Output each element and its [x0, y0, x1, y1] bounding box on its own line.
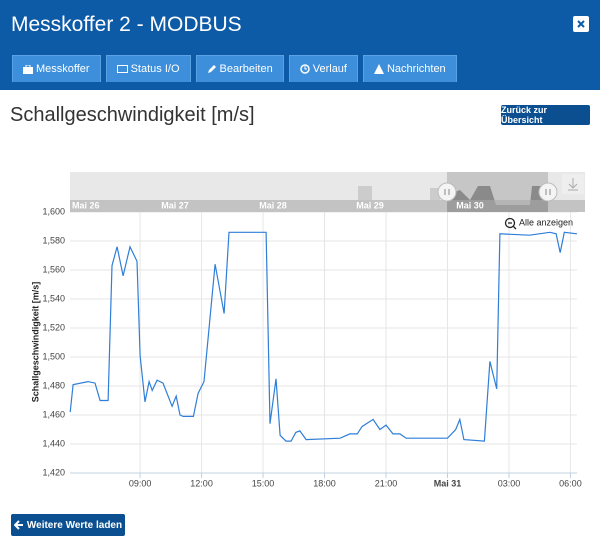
navigator-label: Mai 27 [161, 200, 189, 210]
x-tick-label: 06:00 [559, 478, 582, 488]
plot: 1,420 1,440 1,460 1,480 1,500 1,520 1,540 1,560… [42, 206, 581, 488]
data-line [69, 231, 578, 442]
page-heading: Schallgeschwindigkeit [m/s] [10, 104, 255, 126]
x-tick-label: 03:00 [498, 478, 521, 488]
x-tick-label: 15:00 [252, 478, 275, 488]
reset-zoom-label: Alle anzeigen [519, 217, 573, 227]
navigator-handle[interactable] [437, 182, 457, 202]
tab[interactable]: Messkoffer [12, 55, 101, 82]
y-tick-label: 1,600 [42, 206, 65, 216]
tab[interactable]: Nachrichten [362, 55, 457, 82]
navigator-label: Mai 29 [356, 200, 384, 210]
y-tick-label: 1,560 [42, 264, 65, 274]
navigator-handle[interactable] [538, 182, 558, 202]
tab-label: Messkoffer [36, 63, 90, 75]
x-tick-label: 09:00 [129, 478, 152, 488]
x-tick-label: 12:00 [190, 478, 213, 488]
x-tick-label: 18:00 [313, 478, 336, 488]
x-tick-label: Mai 31 [434, 478, 462, 488]
navigator-label: Mai 28 [259, 200, 287, 210]
y-tick-label: 1,540 [42, 293, 65, 303]
tab-label: Status I/O [130, 63, 180, 75]
navigator-series [358, 186, 440, 200]
window-title: Messkoffer 2 - MODBUS [11, 13, 242, 36]
y-tick-label: 1,440 [42, 438, 65, 448]
tab-label: Nachrichten [386, 63, 446, 75]
y-tick-label: 1,500 [42, 351, 65, 361]
y-tick-label: 1,580 [42, 235, 65, 245]
tab[interactable]: Bearbeiten [195, 55, 284, 82]
load-more-label: Weitere Werte laden [26, 519, 123, 531]
x-tick-label: 21:00 [375, 478, 398, 488]
close-button[interactable] [573, 16, 589, 32]
y-tick-label: 1,520 [42, 322, 65, 332]
header: Messkoffer 2 - MODBUS Messkoffer Status … [0, 0, 600, 90]
tab[interactable]: Verlauf [288, 55, 358, 82]
y-axis-title: Schallgeschwindigkeit [m/s] [30, 282, 40, 403]
chart: 1,420 1,440 1,460 1,480 1,500 1,520 1,540 1,560… [30, 172, 585, 488]
reset-zoom-button[interactable]: Alle anzeigen [504, 217, 574, 230]
navigator-axis [70, 200, 585, 212]
y-tick-label: 1,480 [42, 380, 65, 390]
back-button[interactable]: Zurück zur Übersicht [501, 105, 590, 125]
download-button[interactable] [562, 174, 584, 194]
handle-grip [444, 189, 551, 195]
tab[interactable]: Status I/O [105, 55, 191, 82]
tab-bar: Messkoffer Status I/O Bearbeiten Verlauf… [12, 55, 457, 82]
y-tick-label: 1,460 [42, 409, 65, 419]
navigator-label: Mai 30 [456, 200, 484, 210]
load-more-button[interactable]: Weitere Werte laden [11, 514, 125, 536]
tab-label: Verlauf [312, 63, 347, 75]
tab-label: Bearbeiten [219, 63, 273, 75]
y-tick-label: 1,420 [42, 467, 65, 477]
navigator-label: Mai 26 [72, 200, 100, 210]
